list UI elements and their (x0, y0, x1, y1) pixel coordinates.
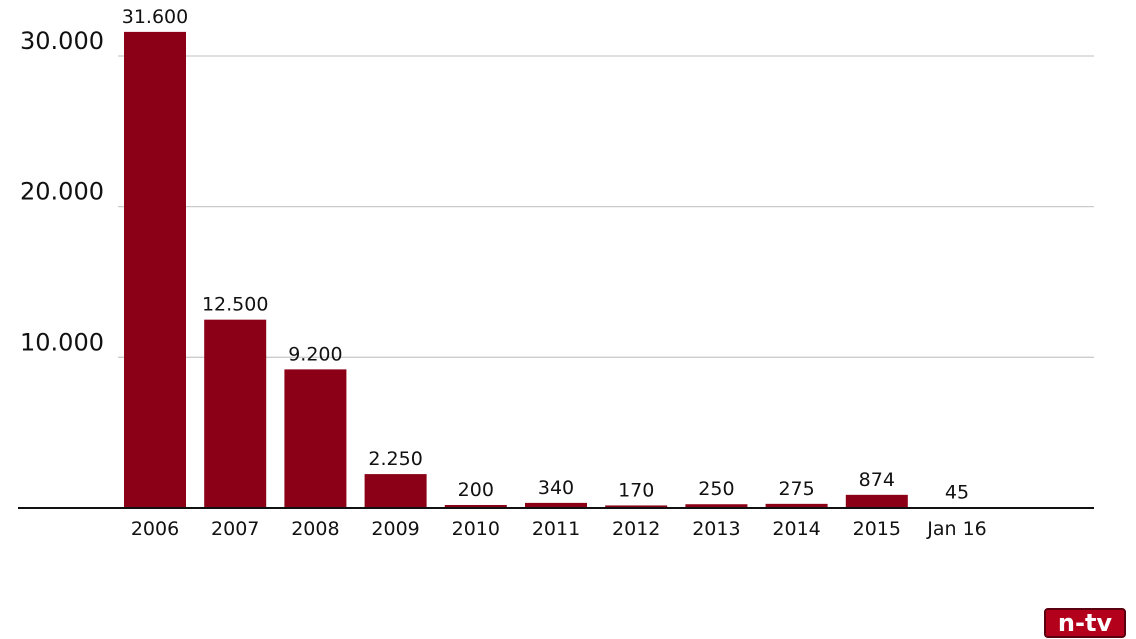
data-label: 170 (618, 479, 654, 501)
x-tick-label: 2010 (452, 518, 500, 540)
data-label: 874 (859, 469, 895, 491)
y-tick-label: 30.000 (20, 27, 104, 55)
x-tick-label: 2007 (211, 518, 259, 540)
bar (765, 503, 828, 508)
data-label: 2.250 (368, 448, 422, 470)
bar (685, 504, 748, 508)
data-label: 200 (458, 479, 494, 501)
bar (444, 504, 507, 508)
bar (204, 319, 267, 508)
y-tick-label: 20.000 (20, 178, 104, 206)
bar-chart: 10.000 20.000 30.000 31.600 12.500 9.200 2.25… (18, 6, 1094, 540)
gridlines (118, 55, 1094, 358)
y-axis-ticks: 10.000 20.000 30.000 (20, 27, 104, 356)
y-tick-label: 10.000 (20, 328, 104, 356)
ntv-logo: n-tv (1044, 608, 1126, 638)
bar (124, 31, 186, 508)
x-axis-ticks: 2006 2007 2008 2009 2010 2011 2012 2013 2014 2015… (131, 518, 987, 540)
data-label: 340 (538, 477, 574, 499)
bar (605, 505, 668, 508)
bar (845, 494, 908, 508)
x-tick-label: 2015 (853, 518, 901, 540)
logo-text: n-tv (1058, 609, 1113, 637)
bar (525, 502, 587, 508)
x-tick-label: 2014 (772, 518, 820, 540)
bar (284, 369, 347, 508)
x-tick-label: 2009 (371, 518, 419, 540)
x-tick-label: 2008 (291, 518, 339, 540)
x-tick-label: 2011 (532, 518, 580, 540)
data-label: 9.200 (288, 343, 342, 365)
data-label: 250 (698, 478, 734, 500)
x-tick-label: Jan 16 (926, 518, 987, 540)
data-label: 275 (778, 478, 814, 500)
data-label: 45 (945, 481, 969, 503)
x-tick-label: 2012 (612, 518, 660, 540)
data-labels: 31.600 12.500 9.200 2.250 200 340 170 250 275 874… (122, 6, 969, 503)
x-tick-label: 2013 (692, 518, 740, 540)
bars (124, 31, 988, 508)
bar (364, 474, 427, 508)
data-label: 31.600 (122, 6, 188, 28)
data-label: 12.500 (202, 294, 268, 316)
x-tick-label: 2006 (131, 518, 179, 540)
